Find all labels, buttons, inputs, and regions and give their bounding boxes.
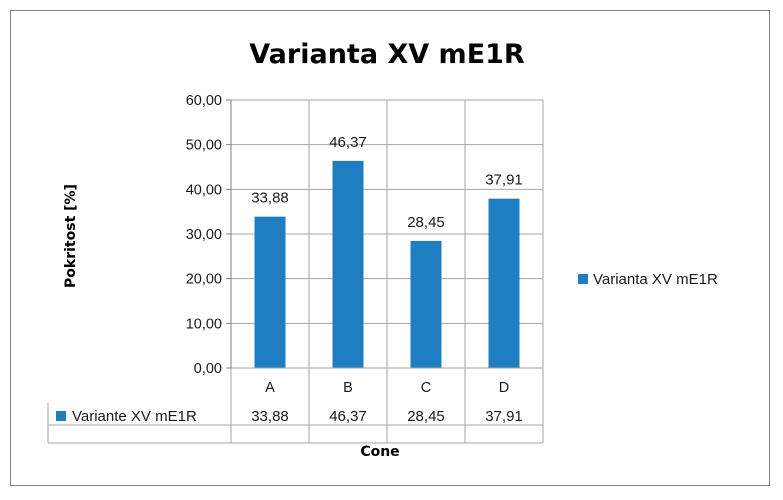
y-tick-label: 0,00 — [194, 361, 222, 377]
y-tick-label: 60,00 — [186, 93, 222, 109]
x-tick-label: A — [265, 380, 275, 396]
chart-title: Varianta XV mE1R — [249, 39, 525, 70]
bar-layer — [254, 160, 520, 368]
table-value-B: 46,37 — [329, 408, 367, 425]
legend-label: Varianta XV mE1R — [593, 271, 718, 288]
data-label-B: 46,37 — [329, 134, 367, 151]
bar-D — [488, 198, 520, 368]
table-value-D: 37,91 — [485, 408, 523, 425]
x-tick-label: D — [499, 380, 509, 396]
bar-A — [254, 216, 286, 368]
table-value-A: 33,88 — [251, 408, 289, 425]
y-axis-title: Pokritost [%] — [63, 184, 79, 288]
table-series-label: Variante XV mE1R — [72, 408, 197, 425]
data-label-D: 37,91 — [485, 172, 523, 189]
y-tick-label: 20,00 — [186, 272, 222, 288]
x-axis-title: Cone — [360, 444, 399, 460]
table-value-C: 28,45 — [407, 408, 445, 425]
x-tick-label: B — [343, 380, 353, 396]
legend-swatch — [578, 274, 588, 284]
x-tick-label: C — [421, 380, 431, 396]
bar-chart: Varianta XV mE1R 0,00 10,00 20,00 30,00 40,0… — [47, 39, 718, 460]
data-table: A B C D Variante XV mE1R 33,88 46,37 28,45 37,91 — [47, 367, 544, 444]
y-tick-label: 40,00 — [186, 182, 222, 198]
table-legend-key — [56, 411, 66, 421]
y-tick-label: 30,00 — [186, 227, 222, 243]
y-tick-label: 50,00 — [186, 138, 222, 154]
bar-B — [332, 160, 364, 368]
data-label-A: 33,88 — [251, 190, 289, 207]
data-label-C: 28,45 — [407, 214, 445, 231]
legend: Varianta XV mE1R — [578, 271, 718, 288]
data-label-layer: 33,88 46,37 28,45 37,91 — [251, 134, 523, 231]
y-tick-label: 10,00 — [186, 316, 222, 332]
bar-C — [410, 240, 442, 368]
chart-frame: Varianta XV mE1R 0,00 10,00 20,00 30,00 40,0… — [10, 10, 770, 486]
